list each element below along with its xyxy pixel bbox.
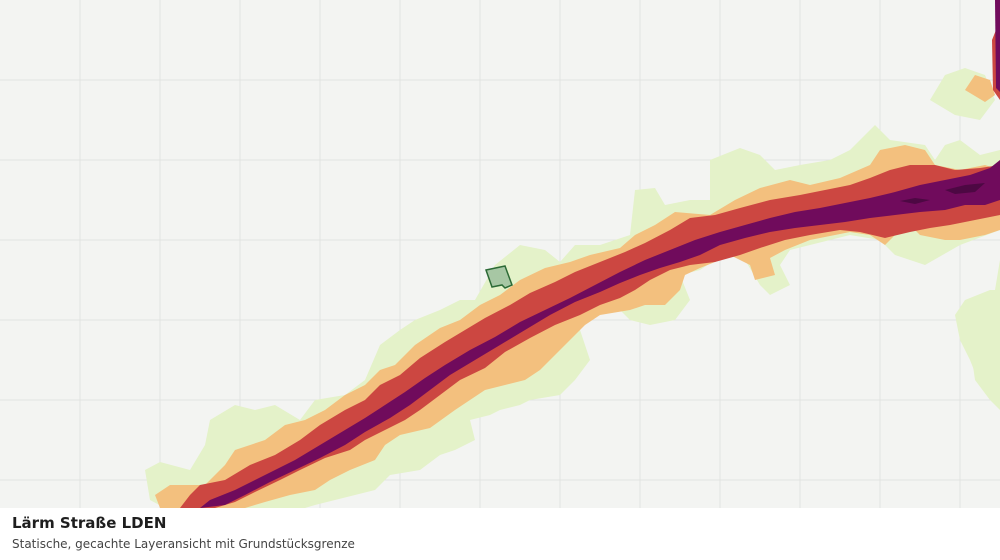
noise-band-lowest-patch xyxy=(955,290,1000,390)
map-caption: Lärm Straße LDEN Statische, gecachte Lay… xyxy=(0,508,1000,560)
layer-title: Lärm Straße LDEN xyxy=(12,514,167,532)
noise-band-highest xyxy=(945,183,985,194)
noise-band-high xyxy=(200,160,1000,508)
layer-subtitle: Statische, gecachte Layeransicht mit Gru… xyxy=(12,537,355,551)
noise-band-high-north xyxy=(995,0,1000,92)
noise-band-highest-core xyxy=(900,198,930,204)
map-grid xyxy=(0,0,1000,508)
parcel-boundary[interactable] xyxy=(485,265,513,289)
noise-band-low-patch xyxy=(965,75,995,102)
noise-band-mid xyxy=(180,165,1000,508)
